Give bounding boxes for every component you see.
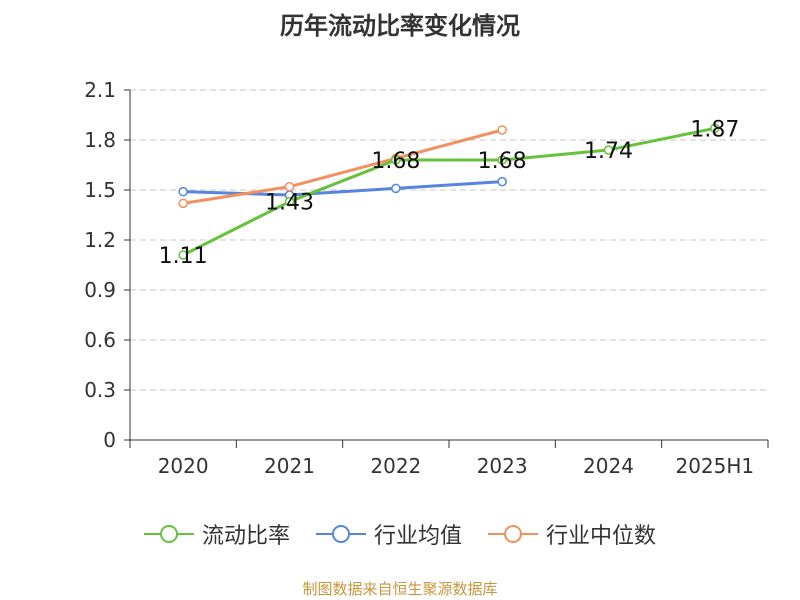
data-point (284, 181, 295, 192)
legend: 流动比率 行业均值 行业中位数 (0, 518, 800, 550)
series-layer (178, 123, 720, 260)
data-point (710, 123, 720, 134)
data-point (284, 196, 295, 207)
data-label: 1.11 (159, 244, 208, 269)
y-tick-label: 0 (103, 428, 116, 452)
legend-item-industry-mean[interactable]: 行业均值 (315, 518, 462, 550)
y-tick-label: 1.5 (84, 178, 116, 202)
legend-label: 行业均值 (373, 524, 462, 549)
data-point (497, 155, 507, 165)
y-tick-label: 0.3 (84, 378, 116, 402)
x-tick-label: 2023 (477, 454, 528, 478)
legend-marker-industry-median (488, 525, 538, 543)
series-0 (178, 123, 720, 260)
legend-marker-industry-mean (315, 525, 366, 543)
data-labels: 1.11 1.43 1.68 1.68 1.74 1.87 (159, 117, 740, 269)
data-point (497, 125, 507, 135)
series-1 (178, 176, 507, 200)
y-tick-label: 0.6 (84, 328, 116, 352)
data-point (178, 250, 188, 260)
y-tick-label: 1.2 (84, 228, 116, 252)
data-point (391, 183, 401, 194)
data-label: 1.87 (690, 117, 739, 142)
data-label: 1.43 (265, 191, 314, 216)
x-tick-label: 2025H1 (675, 454, 754, 478)
data-label: 1.74 (584, 139, 633, 164)
axes: 0 0.3 0.6 0.9 1.2 1.5 1.8 2.1 2020 2021 2022 2023 20… (84, 78, 769, 478)
data-point (603, 145, 614, 155)
y-tick-label: 0.9 (84, 278, 116, 302)
legend-marker-current-ratio (143, 525, 194, 543)
legend-item-current-ratio[interactable]: 流动比率 (143, 518, 290, 550)
data-label: 1.68 (371, 149, 420, 174)
grid-lines (130, 89, 768, 391)
x-tick-label: 2020 (158, 454, 209, 478)
x-tick-label: 2022 (370, 454, 421, 478)
data-point (178, 198, 188, 209)
legend-label: 行业中位数 (546, 524, 657, 549)
series-line (182, 128, 503, 205)
x-tick-label: 2024 (583, 454, 634, 478)
x-tick-label: 2021 (264, 454, 315, 478)
data-point (497, 176, 507, 187)
legend-item-industry-median[interactable]: 行业中位数 (488, 518, 656, 550)
y-tick-label: 2.1 (84, 78, 116, 102)
data-point (391, 155, 401, 165)
source-footer: 制图数据来自恒生聚源数据库 (302, 580, 498, 598)
series-line (183, 180, 503, 197)
chart-title: 历年流动比率变化情况 (280, 12, 520, 40)
series-2 (178, 125, 507, 209)
y-tick-label: 1.8 (84, 128, 116, 152)
data-point (178, 186, 188, 197)
legend-label: 流动比率 (201, 524, 290, 549)
data-label: 1.68 (478, 149, 527, 174)
series-line (182, 126, 716, 257)
